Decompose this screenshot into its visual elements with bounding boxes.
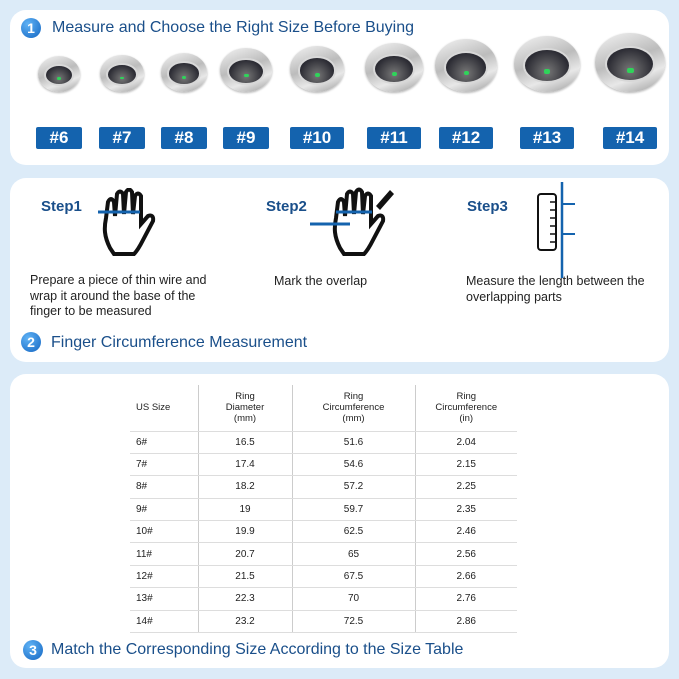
size-badge[interactable]: #9 [223,127,269,149]
ring-image [220,47,272,92]
table-row: 9# 19 59.7 2.35 [130,498,517,522]
ring-image [514,35,580,92]
header-circumference-mm: Ring Circumference (mm) [291,385,415,432]
ring-image [38,56,80,92]
table-row: 12# 21.5 67.5 2.66 [130,565,517,589]
step2-description: Mark the overlap [274,274,368,288]
size-selection-panel: 1 Measure and Choose the Right Size Befo… [10,10,669,165]
table-cell: 23.2 [197,610,292,634]
ruler-icon [537,182,575,278]
table-cell: 57.2 [291,475,415,499]
table-cell: 67.5 [291,565,415,589]
table-cell: 2.25 [414,475,517,499]
table-cell: 54.6 [291,453,415,477]
table-row: 13# 22.3 70 2.76 [130,587,517,611]
table-header-row: US Size Ring Diameter (mm) Ring Circumfe… [130,385,517,432]
step1-description: Prepare a piece of thin wire and wrap it… [30,273,207,318]
ring-image [161,52,207,92]
hand-wire-icon [98,188,156,256]
size-badge[interactable]: #8 [161,127,207,149]
header-diameter: Ring Diameter (mm) [197,385,292,432]
table-cell: 62.5 [291,520,415,544]
table-cell: 13# [130,587,198,611]
table-cell: 19.9 [197,520,292,544]
table-cell: 7# [130,453,198,477]
table-cell: 2.04 [414,431,517,454]
table-cell: 19 [197,498,292,522]
table-row: 7# 17.4 54.6 2.15 [130,453,517,477]
table-cell: 2.56 [414,542,517,566]
step-number-badge: 1 [21,18,41,38]
table-row: 11# 20.7 65 2.56 [130,542,517,566]
size-badge[interactable]: #7 [99,127,145,149]
size-badge[interactable]: #6 [36,127,82,149]
step3-label: Step3 [467,198,508,215]
ring-image [435,39,497,92]
table-cell: 51.6 [291,431,415,454]
table-cell: 8# [130,475,198,499]
size-badge[interactable]: #12 [439,127,493,149]
size-table: US Size Ring Diameter (mm) Ring Circumfe… [130,385,517,634]
ring-image [595,32,665,92]
table-cell: 2.66 [414,565,517,589]
size-badge[interactable]: #14 [603,127,657,149]
table-cell: 2.35 [414,498,517,522]
table-cell: 72.5 [291,610,415,634]
table-cell: 10# [130,520,198,544]
table-cell: 11# [130,542,198,566]
table-cell: 14# [130,610,198,634]
section-title: Match the Corresponding Size According t… [51,641,464,658]
section-title: Measure and Choose the Right Size Before… [52,19,414,36]
table-cell: 65 [291,542,415,566]
header-circumference-in: Ring Circumference (in) [414,385,517,432]
section-title: Finger Circumference Measurement [51,334,308,351]
table-cell: 2.46 [414,520,517,544]
ring-image [290,46,344,92]
measurement-panel: Step1 Prepare a piece of thin wire and w… [10,178,669,362]
table-cell: 9# [130,498,198,522]
table-cell: 22.3 [197,587,292,611]
table-cell: 2.76 [414,587,517,611]
table-cell: 18.2 [197,475,292,499]
table-row: 14# 23.2 72.5 2.86 [130,610,517,634]
step1-label: Step1 [41,198,82,215]
table-cell: 12# [130,565,198,589]
table-cell: 16.5 [197,431,292,454]
size-badge[interactable]: #11 [367,127,421,149]
table-cell: 2.86 [414,610,517,634]
table-cell: 6# [130,431,198,454]
size-badge[interactable]: #10 [290,127,344,149]
table-cell: 2.15 [414,453,517,477]
step-number-badge: 3 [23,640,43,660]
table-row: 10# 19.9 62.5 2.46 [130,520,517,544]
table-cell: 21.5 [197,565,292,589]
size-badge[interactable]: #13 [520,127,574,149]
table-cell: 59.7 [291,498,415,522]
header-us-size: US Size [130,385,198,432]
table-cell: 17.4 [197,453,292,477]
hand-pen-icon [310,187,394,256]
table-row: 8# 18.2 57.2 2.25 [130,475,517,499]
step2-label: Step2 [266,198,307,215]
table-cell: 70 [291,587,415,611]
table-cell: 20.7 [197,542,292,566]
table-row: 6# 16.5 51.6 2.04 [130,431,517,454]
step-number-badge: 2 [21,332,41,352]
ring-image [365,42,423,92]
ring-image [100,54,144,92]
step3-description: Measure the length between the overlappi… [466,274,645,304]
